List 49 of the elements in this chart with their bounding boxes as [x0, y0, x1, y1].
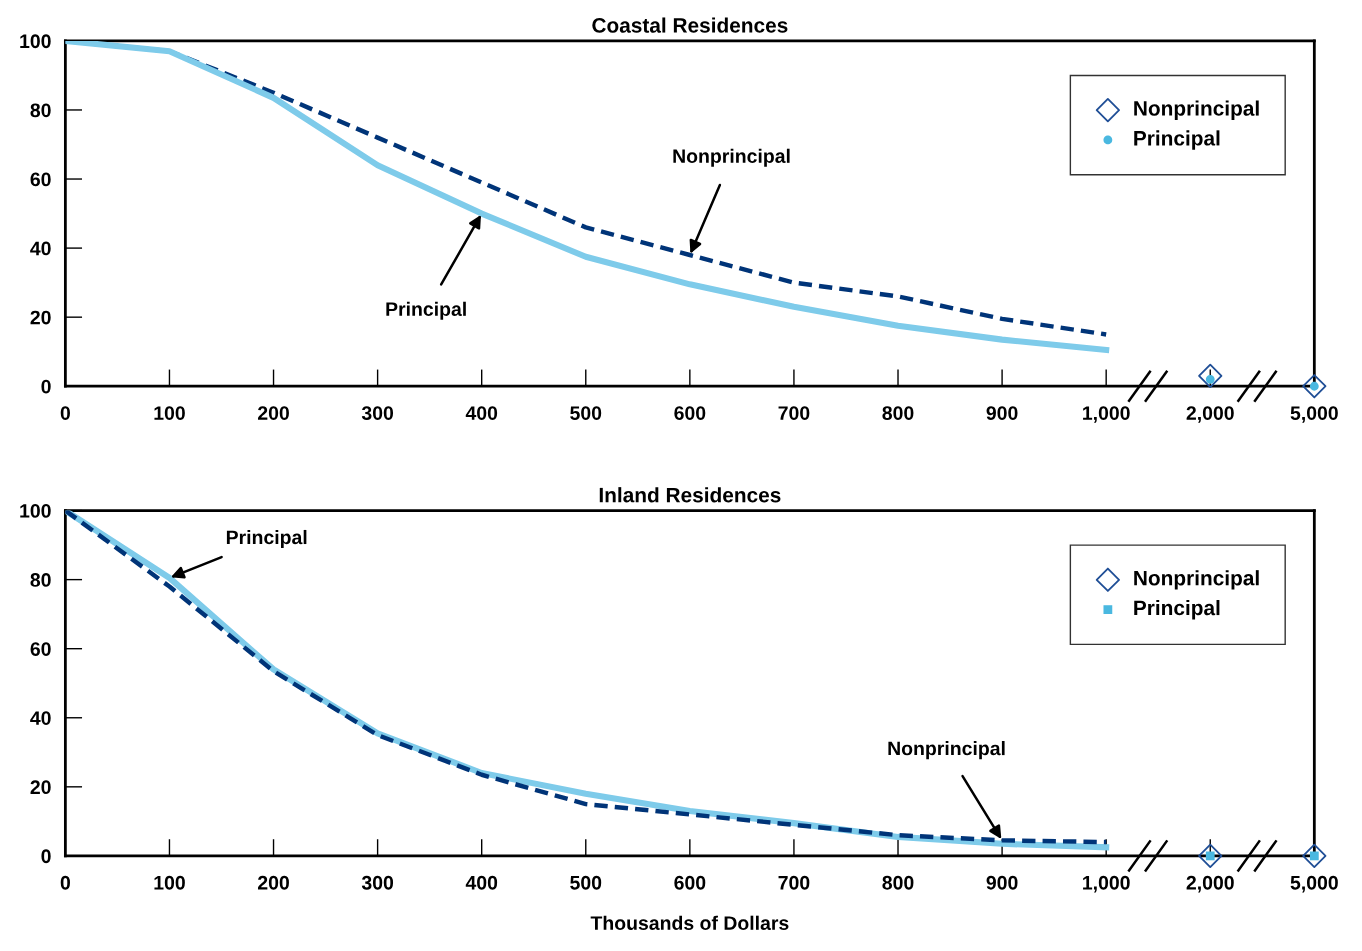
x-tick-label: 1,000 — [1083, 406, 1130, 423]
x-tick-label: 500 — [570, 406, 602, 420]
x-tick-label: 900 — [986, 875, 1018, 890]
y-tick-label: 60 — [30, 642, 51, 656]
annotation: Nonprincipal — [888, 741, 1005, 760]
x-tick-label: 700 — [778, 875, 810, 890]
legend-label: Nonprincipal — [1134, 100, 1259, 120]
x-tick-label: 700 — [778, 406, 810, 420]
y-tick-label: 100 — [20, 34, 51, 49]
x-tick-label: 600 — [674, 875, 706, 890]
y-tick-label: 40 — [30, 711, 51, 725]
y-tick-label: 80 — [30, 573, 51, 587]
y-tick-label: 0 — [41, 849, 51, 864]
chart-title: Coastal Residences — [592, 17, 788, 33]
legend-label: Nonprincipal — [1134, 570, 1259, 590]
x-tick-label: 2,000 — [1186, 406, 1234, 423]
y-tick-label: 20 — [30, 310, 51, 325]
y-tick-label: 60 — [30, 172, 51, 187]
x-tick-label: 800 — [882, 875, 914, 890]
x-tick-label: 900 — [986, 406, 1018, 420]
y-tick-label: 0 — [41, 379, 51, 394]
x-tick-label: 600 — [674, 406, 706, 420]
chart-title: Inland Residences — [599, 487, 781, 503]
x-tick-label: 5,000 — [1290, 406, 1338, 423]
x-tick-label: 100 — [154, 406, 185, 420]
annotation: Principal — [226, 529, 307, 549]
y-tick-label: 40 — [30, 241, 51, 256]
x-tick-label: 300 — [361, 406, 394, 420]
x-tick-label: 100 — [154, 875, 185, 890]
x-tick-label: 0 — [60, 875, 70, 890]
legend-label: Principal — [1134, 130, 1220, 150]
legend-label: Principal — [1134, 599, 1220, 620]
y-tick-label: 20 — [30, 780, 51, 795]
x-tick-label: 400 — [465, 406, 498, 420]
x-tick-label: 0 — [60, 406, 70, 420]
x-tick-label: 300 — [361, 875, 394, 890]
x-tick-label: 800 — [882, 406, 914, 420]
x-tick-label: 1,000 — [1083, 875, 1130, 893]
x-tick-label: 2,000 — [1186, 875, 1234, 893]
annotation: Principal — [386, 301, 466, 320]
x-tick-label: 200 — [257, 406, 289, 420]
annotation: Nonprincipal — [673, 148, 790, 167]
x-tick-label: 5,000 — [1290, 875, 1338, 893]
y-tick-label: 100 — [20, 504, 51, 518]
x-tick-label: 200 — [257, 875, 289, 890]
y-tick-label: 80 — [30, 103, 51, 118]
x-axis-title: Thousands of Dollars — [590, 915, 789, 930]
x-tick-label: 400 — [465, 875, 498, 890]
x-tick-label: 500 — [570, 875, 602, 890]
